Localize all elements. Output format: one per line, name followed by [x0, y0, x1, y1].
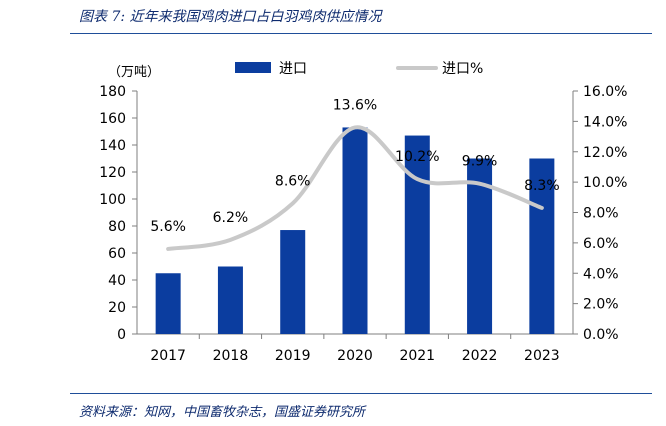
data-labels: 5.6% 6.2% 8.6% 13.6% 10.2% 9.9% 8.3% — [150, 97, 559, 235]
x-tick-label: 2018 — [213, 348, 249, 364]
data-label-2023: 8.3% — [524, 178, 560, 194]
right-tick-label: 12.0% — [583, 145, 627, 161]
left-axis-unit: （万吨） — [108, 65, 160, 80]
x-tick-label: 2022 — [462, 348, 498, 364]
x-tick-label: 2017 — [150, 348, 186, 364]
right-tick-label: 14.0% — [583, 114, 627, 130]
left-tick-label: 120 — [99, 165, 126, 181]
data-label-2020: 13.6% — [333, 97, 377, 113]
x-tick-label: 2020 — [337, 348, 373, 364]
title-rule — [70, 33, 652, 34]
data-label-2021: 10.2% — [395, 149, 439, 165]
source-note: 资料来源：知网，中国畜牧杂志，国盛证券研究所 — [79, 405, 366, 420]
left-tick-label: 100 — [99, 192, 126, 208]
line-series — [166, 125, 544, 251]
right-tick-label: 2.0% — [583, 297, 619, 313]
left-tick-label: 140 — [99, 138, 126, 154]
legend-bar-swatch — [235, 62, 271, 73]
right-tick-label: 0.0% — [583, 327, 619, 343]
left-tick-label: 0 — [117, 327, 126, 343]
source-rule — [70, 393, 652, 394]
figure-title: 图表 7: 近年来我国鸡肉进口占白羽鸡肉供应情况 — [79, 9, 382, 25]
left-tick-label: 20 — [108, 300, 126, 316]
x-tick-label: 2019 — [275, 348, 311, 364]
bar-2018 — [217, 266, 243, 334]
data-label-2022: 9.9% — [462, 154, 498, 170]
legend: 进口 进口% — [235, 61, 483, 77]
bar-series — [155, 127, 555, 334]
bar-2021 — [404, 135, 430, 334]
bar-2017 — [155, 273, 181, 334]
right-tick-label: 16.0% — [583, 84, 627, 100]
left-tick-label: 40 — [108, 273, 126, 289]
left-tick-label: 80 — [108, 219, 126, 235]
left-tick-label: 180 — [99, 84, 126, 100]
left-tick-label: 160 — [99, 111, 126, 127]
x-tick-label: 2021 — [399, 348, 435, 364]
data-label-2019: 8.6% — [275, 173, 311, 189]
x-tick-label: 2023 — [524, 348, 560, 364]
line-import-share — [166, 125, 544, 251]
chart-axes: 0 20 40 60 80 100 120 140 160 180 0.0% 2.0% 4.0% 6.0%… — [99, 65, 627, 364]
bar-2023 — [529, 158, 555, 334]
right-tick-label: 8.0% — [583, 206, 619, 222]
legend-bar-label: 进口 — [279, 61, 307, 77]
right-tick-label: 6.0% — [583, 236, 619, 252]
data-label-2017: 5.6% — [150, 219, 186, 235]
left-tick-label: 60 — [108, 246, 126, 262]
legend-line-label: 进口% — [442, 61, 483, 77]
bar-2019 — [280, 230, 306, 334]
right-tick-label: 10.0% — [583, 175, 627, 191]
bar-2020 — [342, 127, 368, 334]
data-label-2018: 6.2% — [213, 210, 249, 226]
right-tick-label: 4.0% — [583, 266, 619, 282]
